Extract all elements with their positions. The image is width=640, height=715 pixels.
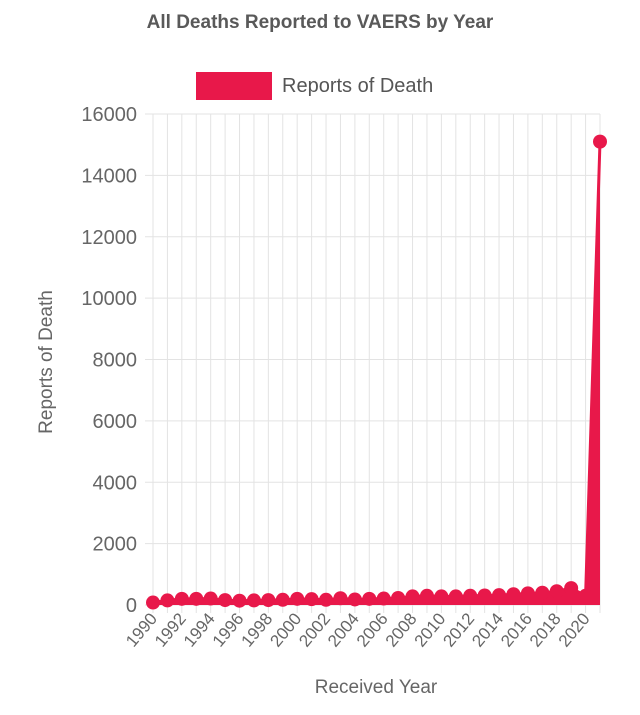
data-point — [535, 585, 550, 600]
y-tick-label: 0 — [126, 595, 137, 617]
series — [146, 134, 607, 610]
series-area — [153, 141, 600, 605]
data-point — [203, 591, 218, 606]
x-tick-label: 1994 — [180, 609, 219, 650]
x-tick-label: 2010 — [411, 609, 450, 650]
x-tick-label: 1998 — [238, 609, 277, 650]
data-point — [146, 595, 160, 610]
y-tick-label: 6000 — [93, 411, 138, 433]
x-tick-label: 2004 — [324, 609, 363, 650]
data-point — [492, 588, 507, 603]
data-point — [391, 590, 406, 605]
data-point — [218, 593, 233, 608]
data-point — [376, 591, 391, 606]
series-line — [152, 141, 602, 605]
x-tick-label: 2016 — [497, 609, 536, 650]
data-point — [347, 592, 362, 607]
y-tick-label: 4000 — [93, 472, 138, 494]
x-tick-label: 2006 — [353, 609, 392, 650]
data-point — [549, 584, 564, 599]
data-point — [319, 592, 334, 607]
x-tick-label: 2008 — [382, 609, 421, 650]
data-point — [174, 591, 189, 606]
y-tick-label: 16000 — [81, 104, 137, 126]
data-point — [362, 591, 377, 606]
data-point — [333, 591, 348, 606]
x-tick-label: 2012 — [439, 609, 478, 650]
data-point — [405, 589, 420, 604]
x-tick-label: 2014 — [468, 609, 507, 650]
data-point — [506, 587, 521, 602]
data-point — [419, 588, 434, 603]
x-axis-title: Received Year — [315, 677, 438, 698]
legend-label: Reports of Death — [282, 74, 434, 97]
data-point — [246, 593, 261, 608]
x-tick-label: 2020 — [555, 609, 594, 650]
x-tick-label: 2002 — [295, 609, 334, 650]
data-point — [160, 593, 175, 608]
data-point — [578, 588, 593, 603]
x-tick-label: 2018 — [526, 609, 565, 650]
data-point — [189, 591, 204, 606]
legend[interactable]: Reports of Death — [196, 72, 433, 100]
x-tick-label: 1992 — [151, 609, 190, 650]
data-point — [261, 593, 276, 608]
axes: 0 2000 4000 6000 8000 10000 12000 14000 16000 199… — [81, 104, 593, 651]
data-point — [520, 586, 535, 601]
chart-title: All Deaths Reported to VAERS by Year — [146, 12, 494, 33]
y-tick-label: 2000 — [93, 534, 138, 556]
data-point — [275, 592, 290, 607]
data-point — [232, 593, 247, 608]
x-tick-label: 1996 — [209, 609, 248, 650]
data-point — [290, 591, 305, 606]
grid — [145, 113, 601, 613]
data-point — [434, 589, 449, 604]
y-axis-title: Reports of Death — [36, 290, 57, 434]
y-tick-label: 8000 — [93, 350, 138, 372]
x-tick-label: 2000 — [266, 609, 305, 650]
data-point — [448, 589, 463, 604]
y-tick-label: 14000 — [81, 165, 137, 187]
y-tick-label: 10000 — [81, 288, 137, 310]
y-tick-label: 12000 — [81, 227, 137, 249]
data-point — [304, 592, 319, 607]
legend-swatch — [196, 72, 272, 100]
data-point — [564, 581, 579, 596]
data-point — [477, 588, 492, 603]
data-point — [463, 588, 478, 603]
data-point — [593, 134, 607, 149]
